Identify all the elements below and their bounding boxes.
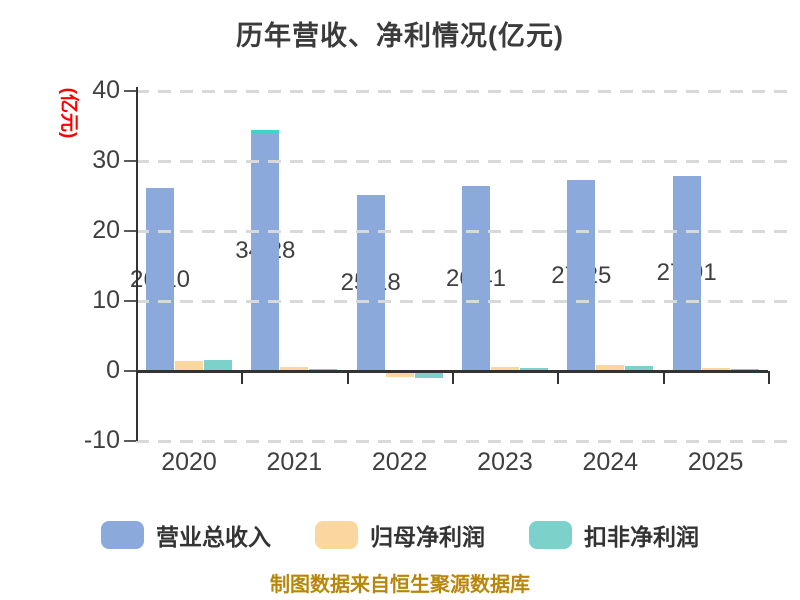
bar-扣非净利润-2023[interactable] [519,367,548,371]
bar-归母净利润-2022[interactable] [385,371,414,377]
legend-item-deducted-profit[interactable]: 扣非净利润 [529,518,699,552]
x-tick-mark-0 [136,371,138,384]
gridline-y-20 [136,230,796,233]
deducted-profit-swatch-icon [529,521,572,549]
y-tick-label-10: 10 [92,286,120,314]
bar-营业总收入-2024[interactable] [567,180,596,371]
x-tick-label-2024: 2024 [582,448,639,476]
bar-营业总收入-2025[interactable] [672,175,701,371]
x-tick-mark-5 [662,371,665,384]
x-tick-mark-2 [346,371,349,384]
teal-cap-2021 [251,130,280,134]
gridline-y--10 [136,440,796,443]
legend: 营业总收入 归母净利润 扣非净利润 [0,518,800,552]
x-tick-mark-6 [767,371,770,384]
y-tick-label-40: 40 [92,76,120,104]
chart-title: 历年营收、净利情况(亿元) [236,21,564,51]
x-tick-label-2023: 2023 [477,448,533,476]
bar-营业总收入-2023[interactable] [461,186,490,371]
y-tick-mark-40 [124,90,136,92]
y-tick-mark-10 [124,300,136,302]
bar-营业总收入-2022[interactable] [356,194,385,371]
y-tick-label-20: 20 [92,216,120,244]
bar-扣非净利润-2021[interactable] [309,368,338,371]
revenue-swatch-icon [101,521,144,549]
y-tick-mark-0 [124,370,136,372]
gridline-y-30 [136,160,796,163]
gridline-y-40 [136,90,796,93]
bar-归母净利润-2023[interactable] [490,367,519,371]
y-tick-label-0: 0 [106,356,120,384]
y-tick-label-30: 30 [92,146,120,174]
bar-扣非净利润-2022[interactable] [414,371,443,378]
bar-扣非净利润-2020[interactable] [204,360,232,371]
bar-归母净利润-2024[interactable] [596,364,625,371]
x-tick-label-2021: 2021 [266,448,323,476]
x-tick-label-2020: 2020 [161,448,217,476]
bar-归母净利润-2021[interactable] [280,366,309,371]
x-tick-mark-4 [557,371,560,384]
y-tick-mark--10 [124,440,136,442]
bar-营业总收入-2020[interactable] [146,188,174,371]
x-tick-mark-1 [241,371,244,384]
bar-营业总收入-2021[interactable] [251,131,280,371]
legend-label-net-profit: 归母净利润 [370,524,485,550]
legend-item-net-profit[interactable]: 归母净利润 [315,518,485,552]
legend-item-revenue[interactable]: 营业总收入 [101,518,271,552]
x-tick-label-2022: 2022 [371,448,428,476]
bar-归母净利润-2020[interactable] [175,360,203,371]
legend-label-revenue: 营业总收入 [156,524,271,550]
y-axis-line [136,87,138,441]
data-source-note: 制图数据来自恒生聚源数据库 [270,574,530,596]
bar-归母净利润-2025[interactable] [701,367,730,371]
bar-扣非净利润-2024[interactable] [625,366,654,371]
legend-label-deducted-profit: 扣非净利润 [584,524,699,550]
net-profit-swatch-icon [315,521,358,549]
y-tick-label--10: -10 [83,426,120,454]
x-tick-mark-3 [451,371,454,384]
x-tick-label-2025: 2025 [687,448,744,476]
bar-扣非净利润-2025[interactable] [730,368,759,371]
gridline-y-10 [136,300,796,303]
y-tick-mark-20 [124,230,136,232]
y-tick-mark-30 [124,160,136,162]
